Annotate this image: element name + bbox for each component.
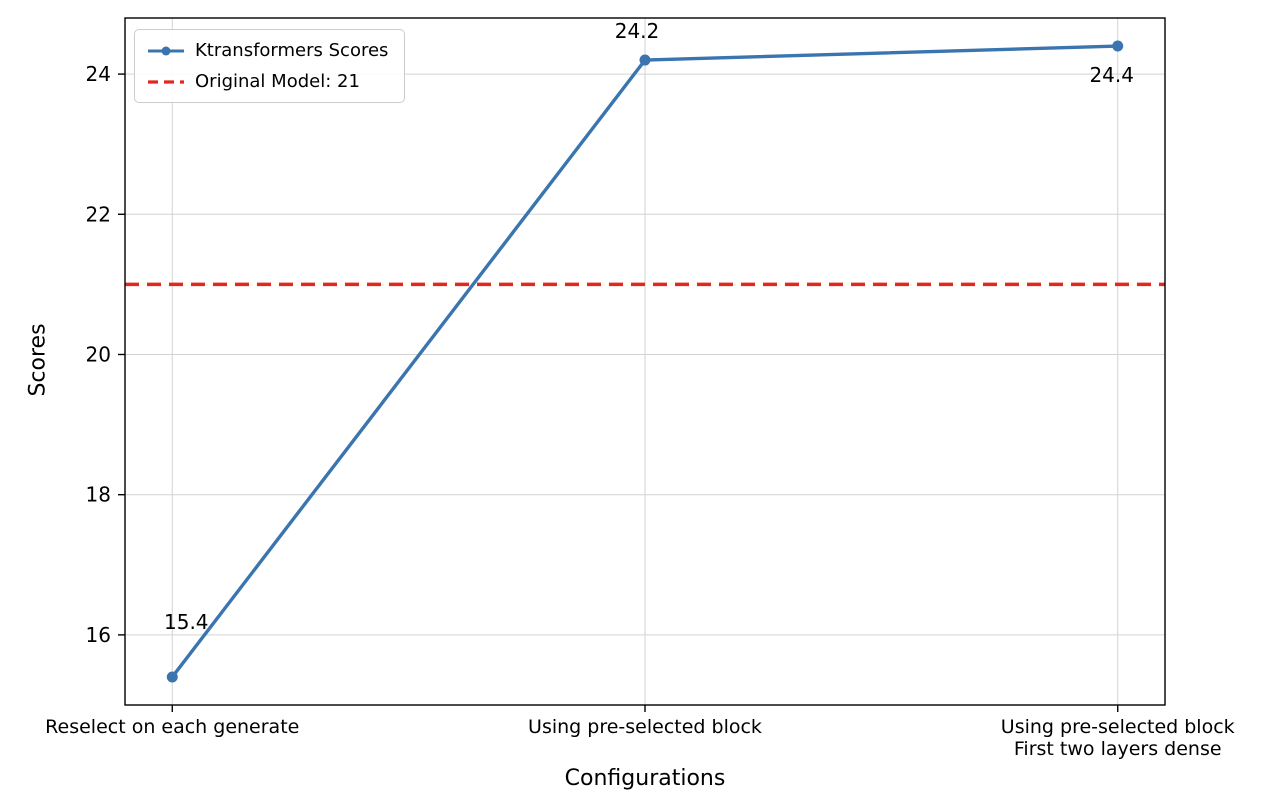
- x-tick-label: Reselect on each generate: [45, 716, 299, 738]
- y-tick-label: 18: [86, 483, 111, 507]
- line-with-marker-icon: [148, 46, 184, 55]
- legend: Ktransformers Scores Original Model: 21: [134, 29, 406, 103]
- x-axis-title: Configurations: [564, 766, 726, 791]
- y-axis-title: Scores: [25, 323, 51, 397]
- legend-item-series: Ktransformers Scores: [147, 40, 388, 61]
- data-point-marker: [639, 54, 651, 66]
- data-point-label: 15.4: [164, 610, 209, 634]
- y-tick-label: 20: [86, 342, 111, 366]
- y-tick-label: 16: [86, 623, 111, 647]
- data-point-marker: [166, 671, 178, 683]
- x-tick-label: First two layers dense: [1014, 738, 1222, 760]
- data-point-label: 24.2: [615, 19, 660, 43]
- legend-item-reference: Original Model: 21: [147, 71, 388, 92]
- legend-label-reference: Original Model: 21: [195, 71, 360, 92]
- y-tick-label: 24: [86, 62, 111, 86]
- x-tick-label: Using pre-selected block: [1001, 716, 1235, 738]
- dashed-line-icon: [148, 79, 184, 84]
- x-tick-label: Using pre-selected block: [528, 716, 762, 738]
- data-point-marker: [1112, 40, 1124, 52]
- legend-label-series: Ktransformers Scores: [195, 40, 389, 61]
- y-tick-label: 22: [86, 202, 111, 226]
- data-point-label: 24.4: [1089, 63, 1134, 87]
